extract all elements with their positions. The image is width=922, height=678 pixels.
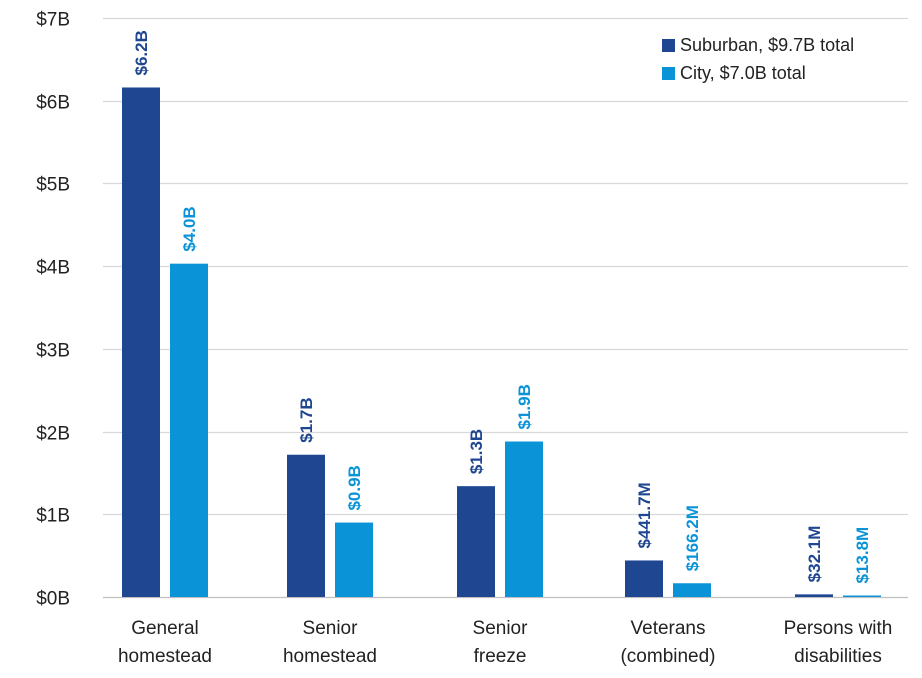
x-category-label: Senior (303, 618, 359, 639)
data-label-city-2: $1.9B (515, 384, 534, 429)
x-category-label: homestead (118, 646, 212, 667)
bars (122, 87, 881, 597)
x-category-label: (combined) (620, 646, 715, 667)
data-label-city-4: $13.8M (853, 527, 872, 584)
y-tick-label: $7B (36, 10, 70, 31)
x-category-label: Veterans (631, 618, 706, 639)
bar-city-0 (170, 263, 208, 597)
data-label-suburban-1: $1.7B (297, 397, 316, 442)
y-tick-label: $2B (36, 424, 70, 445)
x-category-label: Persons with (784, 618, 893, 639)
y-tick-label: $0B (36, 589, 70, 610)
gridlines (103, 17, 908, 599)
x-category-label: disabilities (794, 646, 882, 667)
bar-suburban-4 (795, 594, 833, 597)
bar-city-1 (335, 522, 373, 597)
bar-suburban-0 (122, 87, 160, 597)
data-label-suburban-0: $6.2B (132, 30, 151, 75)
data-label-city-3: $166.2M (683, 505, 702, 571)
bar-suburban-2 (457, 486, 495, 597)
bar-suburban-1 (287, 454, 325, 597)
x-category-label: freeze (474, 646, 527, 667)
bar-city-4 (843, 595, 881, 597)
legend-label-city: City, $7.0B total (680, 63, 806, 83)
y-tick-label: $1B (36, 506, 70, 527)
legend-swatch-city (662, 67, 675, 80)
legend: Suburban, $9.7B total City, $7.0B total (662, 35, 854, 83)
legend-label-suburban: Suburban, $9.7B total (680, 35, 854, 55)
data-labels: $6.2B $1.7B $1.3B $441.7M $32.1M $4.0B $0.9B $1… (132, 30, 872, 583)
data-label-suburban-2: $1.3B (467, 429, 486, 474)
y-axis-ticks: $0B $1B $2B $3B $4B $5B $6B $7B (36, 10, 70, 610)
x-category-label: Senior (473, 618, 529, 639)
data-label-city-1: $0.9B (345, 465, 364, 510)
x-axis-categories: General homestead Senior homestead Senior fre… (118, 618, 892, 667)
legend-swatch-suburban (662, 39, 675, 52)
y-tick-label: $4B (36, 258, 70, 279)
y-tick-label: $3B (36, 341, 70, 362)
bar-city-2 (505, 441, 543, 597)
bar-suburban-3 (625, 560, 663, 597)
x-category-label: General (131, 618, 199, 639)
y-tick-label: $6B (36, 93, 70, 114)
x-category-label: homestead (283, 646, 377, 667)
y-tick-label: $5B (36, 175, 70, 196)
data-label-city-0: $4.0B (180, 206, 199, 251)
data-label-suburban-4: $32.1M (805, 526, 824, 583)
bar-city-3 (673, 583, 711, 597)
data-label-suburban-3: $441.7M (635, 482, 654, 548)
